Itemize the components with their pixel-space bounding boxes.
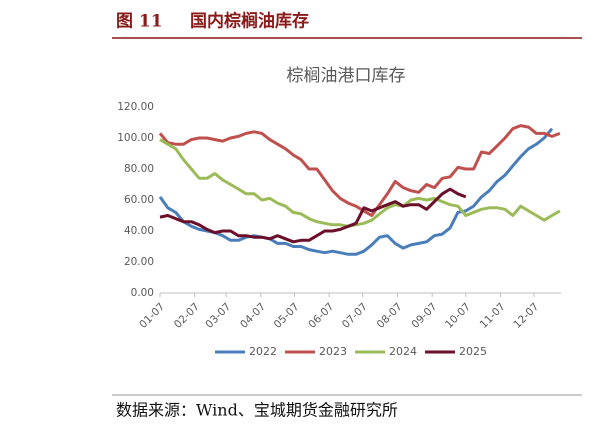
x-tick-label: 11-07 [478, 301, 508, 331]
y-tick-label: 80.00 [124, 163, 154, 175]
x-tick-label: 06-07 [306, 301, 336, 331]
x-tick-label: 08-07 [375, 301, 405, 331]
legend-label: 2022 [249, 345, 277, 358]
y-tick-label: 100.00 [117, 132, 154, 144]
x-tick-label: 10-07 [443, 301, 473, 331]
y-tick-label: 120.00 [117, 101, 154, 113]
x-tick-label: 12-07 [511, 301, 541, 331]
figure-title: 国内棕榈油库存 [190, 11, 309, 32]
x-tick-label: 03-07 [203, 301, 233, 331]
source-note: 数据来源：Wind、宝城期货金融研究所 [116, 401, 398, 420]
y-tick-label: 40.00 [124, 225, 154, 237]
x-tick-label: 02-07 [172, 301, 202, 331]
series-line [159, 187, 467, 244]
y-tick-label: 60.00 [124, 194, 154, 206]
x-tick-label: 05-07 [272, 301, 302, 331]
series-line [158, 124, 561, 217]
x-tick-label: 04-07 [238, 301, 268, 331]
chart-title: 棕榈油港口库存 [287, 66, 406, 86]
x-tick-label: 07-07 [340, 301, 370, 331]
x-tick-label: 01-07 [137, 301, 167, 331]
x-tick-label: 09-07 [409, 301, 439, 331]
legend-label: 2025 [459, 345, 487, 358]
figure-label: 图 11 [116, 12, 163, 32]
y-tick-label: 0.00 [131, 287, 154, 299]
series-line [159, 138, 561, 228]
legend-label: 2023 [319, 345, 347, 358]
series-line [158, 127, 554, 256]
y-tick-label: 20.00 [124, 256, 154, 268]
legend-label: 2024 [389, 345, 417, 358]
